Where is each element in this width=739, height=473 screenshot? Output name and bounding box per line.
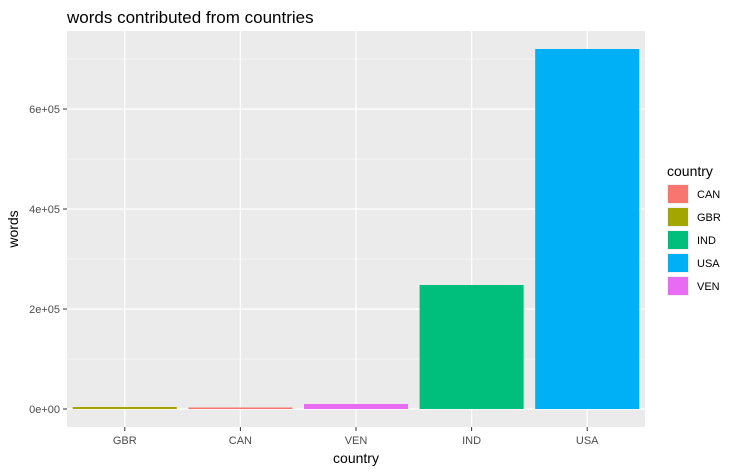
legend-items: CAN GBR IND USA VEN xyxy=(667,184,721,296)
legend-swatch-gbr xyxy=(668,208,688,226)
bar-gbr xyxy=(72,407,177,409)
y-tick-label: 6e+05 xyxy=(29,104,60,116)
bar-usa xyxy=(535,49,640,409)
x-tick-label-ven: VEN xyxy=(345,435,368,447)
chart-title: words contributed from countries xyxy=(66,8,314,27)
y-axis-title: words xyxy=(5,210,21,248)
legend-label-usa: USA xyxy=(697,258,720,270)
legend-swatch-ven xyxy=(668,277,688,295)
legend-label-can: CAN xyxy=(697,189,720,201)
y-tick-label: 0e+00 xyxy=(29,404,60,416)
legend-label-gbr: GBR xyxy=(697,212,721,224)
legend-swatch-ind xyxy=(668,231,688,249)
x-tick-label-usa: USA xyxy=(576,435,599,447)
bar-ind xyxy=(419,285,524,409)
y-axis-ticks: 0e+00 2e+05 4e+05 6e+05 xyxy=(29,104,67,416)
bars xyxy=(72,49,640,409)
y-tick-label: 2e+05 xyxy=(29,304,60,316)
x-tick-label-can: CAN xyxy=(229,435,252,447)
x-tick-label-gbr: GBR xyxy=(113,435,137,447)
legend-swatch-can xyxy=(668,185,688,203)
y-tick-label: 4e+05 xyxy=(29,204,60,216)
legend-label-ven: VEN xyxy=(697,281,720,293)
bar-ven xyxy=(303,404,409,409)
legend: country CAN GBR IND USA VEN xyxy=(667,163,721,296)
legend-swatch-usa xyxy=(668,254,688,272)
x-tick-label-ind: IND xyxy=(462,435,481,447)
x-axis-title: country xyxy=(333,450,379,466)
x-axis-ticks: GBR CAN VEN IND USA xyxy=(113,427,599,447)
legend-label-ind: IND xyxy=(697,235,716,247)
bar-can xyxy=(188,407,293,409)
legend-title: country xyxy=(667,163,713,179)
